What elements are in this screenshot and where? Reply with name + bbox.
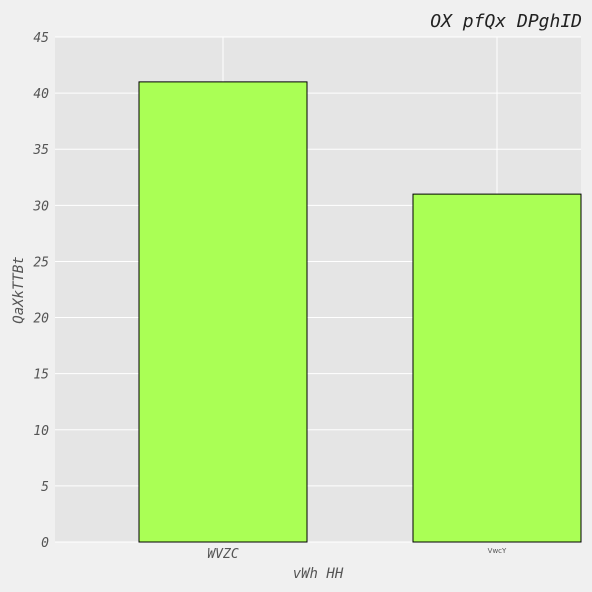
- bars: [138, 81, 582, 543]
- y-axis-ticks: 0 5 10 15 20 25 30 35 40 45: [32, 31, 49, 551]
- bar-vwcy: [412, 193, 582, 543]
- y-tick-label: 35: [32, 143, 49, 158]
- y-tick-label: 5: [41, 480, 49, 495]
- y-tick-label: 20: [33, 312, 49, 327]
- y-tick-label: 25: [33, 255, 49, 270]
- y-tick-label: 30: [32, 199, 49, 214]
- y-tick-label: 40: [33, 87, 49, 102]
- x-tick-label-wvzc: WVZC: [207, 547, 238, 562]
- y-axis-label: QaXkTTBt: [11, 256, 27, 323]
- y-tick-label: 10: [33, 424, 49, 439]
- y-tick-label: 0: [41, 536, 49, 551]
- y-tick-label: 15: [33, 368, 49, 383]
- x-tick-label-vwcy: VwcY: [488, 547, 507, 555]
- chart-title: OX pfQx DPghID: [430, 11, 582, 32]
- x-axis-label: vWh HH: [293, 566, 344, 582]
- bar-wvzc: [138, 81, 308, 543]
- x-axis-ticks: WVZC VwcY: [207, 547, 507, 562]
- y-tick-label: 45: [33, 31, 49, 46]
